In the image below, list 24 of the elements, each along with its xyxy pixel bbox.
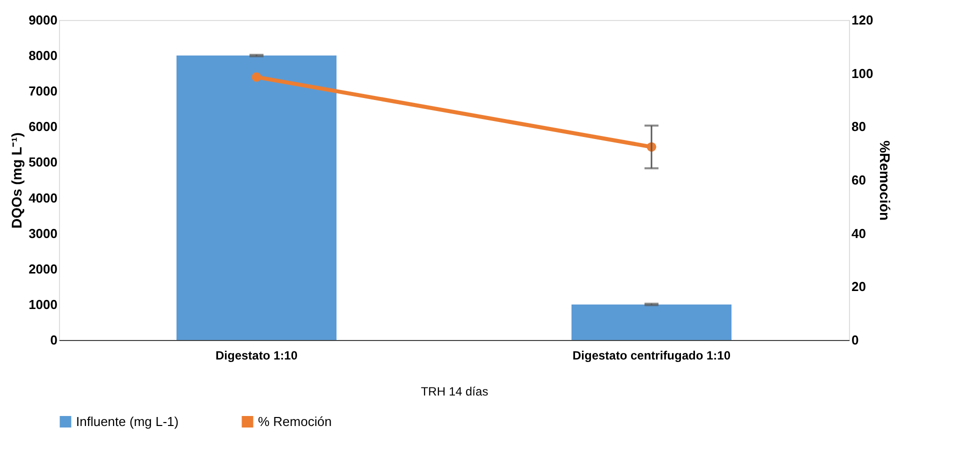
y-tick-label: 9000 xyxy=(28,12,58,28)
y-tick-label: 0 xyxy=(50,332,58,348)
y2-tick-label: 120 xyxy=(852,12,874,28)
y2-tick-label: 0 xyxy=(852,332,859,348)
x-tick-label: Digestato centrifugado 1:10 xyxy=(572,348,731,362)
y2-tick-label: 60 xyxy=(852,172,866,188)
y-axis-title: DQOs (mg L⁻¹) xyxy=(8,132,25,228)
y2-tick-label: 80 xyxy=(852,119,866,134)
legend-label: Influente (mg L-1) xyxy=(76,414,179,429)
y2-tick-label: 20 xyxy=(852,279,866,294)
x-axis-title: TRH 14 días xyxy=(420,384,488,398)
y2-tick-label: 100 xyxy=(852,66,874,81)
y-tick-label: 8000 xyxy=(28,48,58,64)
y2-axis-title: %Remoción xyxy=(877,140,894,221)
y-tick-label: 5000 xyxy=(28,154,58,170)
x-tick-label: Digestato 1:10 xyxy=(215,348,298,362)
legend-label: % Remoción xyxy=(258,414,332,429)
y2-tick-label: 40 xyxy=(852,226,866,241)
y-tick-label: 7000 xyxy=(28,84,58,99)
y-tick-label: 3000 xyxy=(28,226,58,241)
y-tick-label: 1000 xyxy=(28,296,58,312)
y-tick-label: 6000 xyxy=(28,119,58,134)
y-tick-label: 4000 xyxy=(28,190,58,206)
y-tick-label: 2000 xyxy=(28,261,58,276)
